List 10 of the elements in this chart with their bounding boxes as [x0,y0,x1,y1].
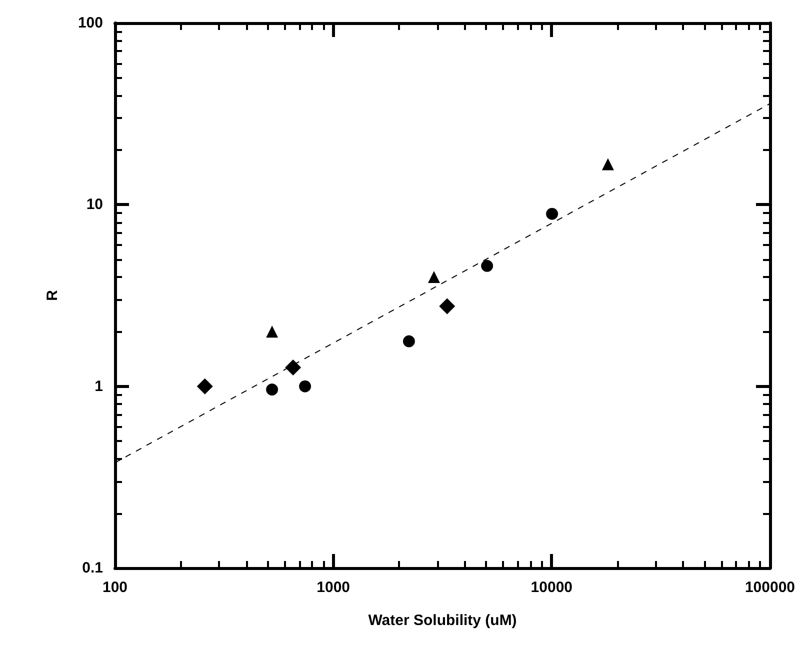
y-tick-label: 0.1 [82,560,103,576]
y-tick-label: 100 [78,14,103,32]
x-tick-label: 10000 [530,579,573,596]
y-axis-title: R [44,290,61,301]
y-tick-label: 1 [94,378,103,395]
x-tick-label: 100 [102,579,128,596]
y-tick-label: 10 [86,196,103,214]
x-axis-title: Water Solubility (uM) [368,612,517,629]
x-tick-label: 1000 [316,579,350,596]
x-tick-label: 100000 [744,579,796,596]
